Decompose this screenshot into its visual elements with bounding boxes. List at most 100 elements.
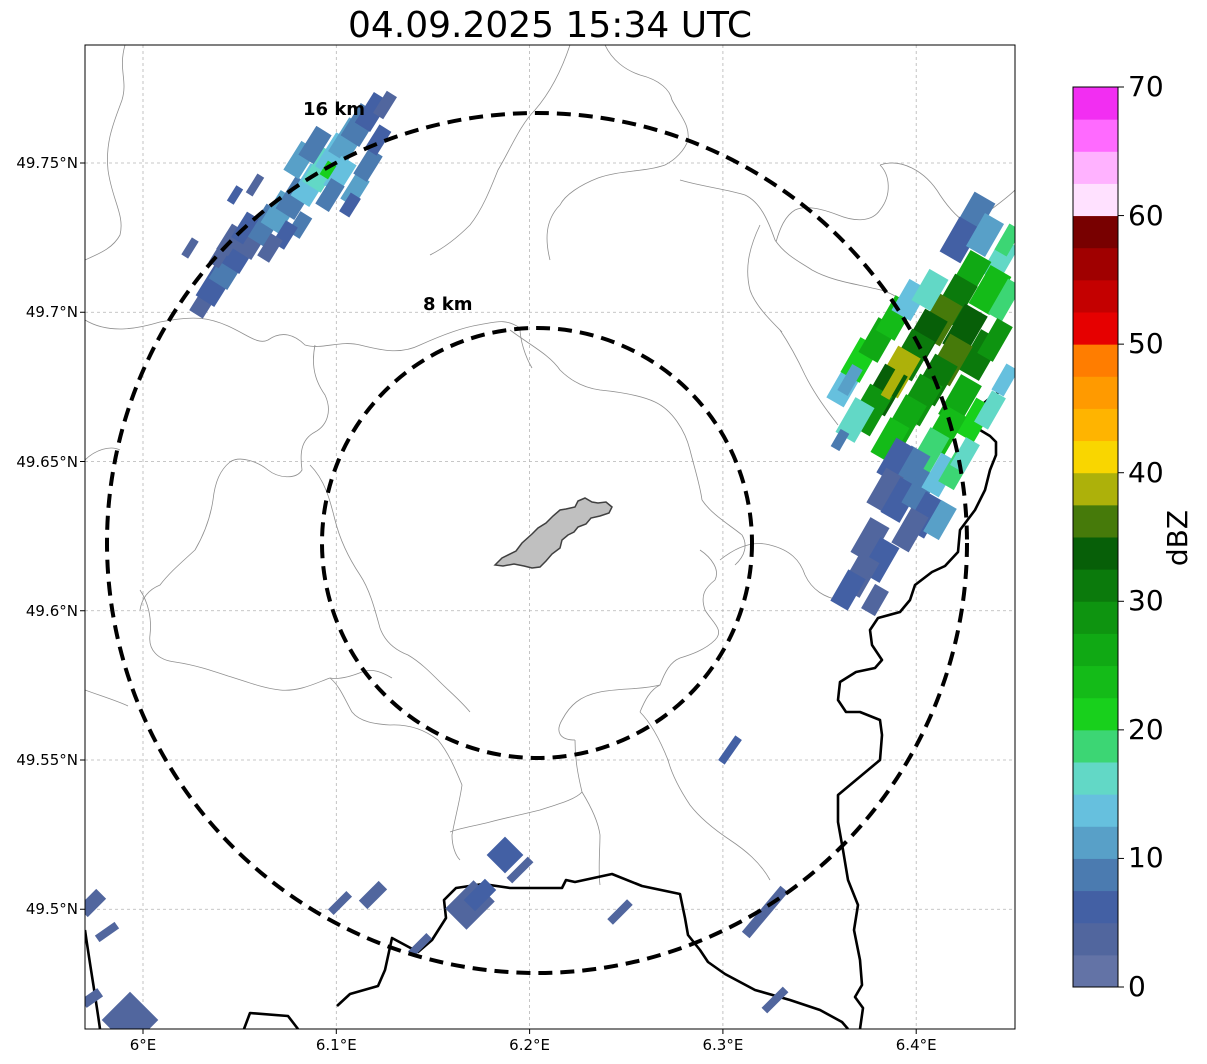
radar-echo-cell xyxy=(939,216,981,264)
colorbar-segment xyxy=(1073,279,1118,313)
colorbar-label: dBZ xyxy=(1161,509,1194,567)
national-borders xyxy=(85,369,1015,1029)
lat-tick-label: 49.55°N xyxy=(16,751,78,769)
radar-echo-cell xyxy=(358,880,388,910)
colorbar-segment xyxy=(1073,504,1118,538)
radar-echo-cell xyxy=(85,888,107,918)
colorbar-tick-label: 30 xyxy=(1128,584,1164,618)
range-ring-label-8km: 8 km xyxy=(423,294,473,315)
colorbar-segment xyxy=(1073,729,1118,763)
map-layers xyxy=(85,45,1015,1029)
radar-echo-cell xyxy=(353,148,383,182)
colorbar-segment xyxy=(1073,376,1118,409)
radar-echo-cell xyxy=(298,125,332,165)
radar-echo-cell xyxy=(181,237,199,259)
colorbar-tick-label: 20 xyxy=(1128,712,1164,746)
colorbar-segment xyxy=(1073,697,1118,731)
colorbar-tick-label: 70 xyxy=(1128,70,1164,103)
radar-echo-cell xyxy=(245,173,265,197)
colorbar-segment xyxy=(1073,344,1118,377)
colorbar-segment xyxy=(1073,569,1118,602)
colorbar-tick-label: 40 xyxy=(1128,455,1164,489)
colorbar-segment xyxy=(1073,472,1118,506)
colorbar-segment xyxy=(1073,922,1118,956)
range-ring-label-16km: 16 km xyxy=(303,99,365,120)
radar-echo-cell xyxy=(891,507,929,553)
radar-echoes xyxy=(85,90,1015,1029)
lon-tick-label: 6°E xyxy=(129,1036,157,1054)
radar-echo-cell xyxy=(85,988,104,1008)
admin-boundaries xyxy=(85,45,1015,886)
radar-echo-cell xyxy=(968,264,1012,316)
lon-tick-label: 6.4°E xyxy=(895,1036,937,1054)
radar-echo-cell xyxy=(373,90,397,120)
radar-echo-cell xyxy=(923,499,957,541)
colorbar-segment xyxy=(1073,408,1118,442)
colorbar-segment xyxy=(1073,633,1118,667)
radar-echo-cell xyxy=(870,417,910,463)
colorbar-segment xyxy=(1073,247,1118,281)
radar-echo-cell xyxy=(486,836,524,874)
radar-echo-cell xyxy=(741,885,789,939)
radar-echo-cell xyxy=(506,856,534,884)
colorbar-tick-label: 60 xyxy=(1128,198,1164,232)
colorbar-segment xyxy=(1073,215,1118,249)
radar-echo-cell xyxy=(718,735,742,765)
colorbar-segment xyxy=(1073,858,1118,892)
radar-echo-cell xyxy=(257,233,283,263)
range-ring-8km xyxy=(320,326,754,760)
colorbar-tick-label: 0 xyxy=(1128,970,1146,1003)
colorbar-segment xyxy=(1073,601,1118,634)
map-title: 04.09.2025 15:34 UTC xyxy=(347,5,753,46)
colorbar-segment xyxy=(1073,954,1118,988)
radar-echo-cell xyxy=(965,213,1005,257)
range-ring-16km xyxy=(105,111,969,975)
colorbar-segment xyxy=(1073,826,1118,859)
radar-echo-cell xyxy=(835,397,875,443)
lon-tick-label: 6.2°E xyxy=(509,1036,551,1054)
radar-echo-cell xyxy=(339,192,361,218)
colorbar-segment xyxy=(1073,87,1118,120)
radar-echo-cell xyxy=(830,428,850,452)
colorbar-segment xyxy=(1073,762,1118,795)
lat-tick-label: 49.75°N xyxy=(16,154,78,172)
axis-ticks xyxy=(80,162,917,1034)
radar-echo-cell xyxy=(861,583,889,617)
colorbar-segment xyxy=(1073,794,1118,827)
radar-echo-cell xyxy=(880,360,910,400)
lat-tick-label: 49.7°N xyxy=(25,303,78,322)
colorbar-frame xyxy=(1072,86,1119,988)
radar-echo-cell xyxy=(991,363,1015,397)
radar-echo-cell xyxy=(327,890,353,916)
radar-echo-cell xyxy=(974,390,1006,430)
radar-echo-cell xyxy=(94,921,120,943)
colorbar-segment xyxy=(1073,183,1118,217)
radar-echo-cell xyxy=(988,278,1015,322)
radar-echo-cell xyxy=(911,268,949,312)
radar-echo-cell xyxy=(463,878,497,912)
lat-tick-label: 49.65°N xyxy=(16,452,78,471)
radar-echo-cell xyxy=(977,318,1013,362)
city-polygon xyxy=(493,497,613,569)
lon-tick-label: 6.3°E xyxy=(702,1036,744,1054)
radar-echo-cell xyxy=(866,467,904,513)
lat-tick-label: 49.6°N xyxy=(25,601,78,620)
radar-echo-cell xyxy=(837,364,863,396)
radar-echo-cell xyxy=(315,178,345,212)
lat-tick-label: 49.5°N xyxy=(25,900,78,919)
radar-echo-cell xyxy=(407,932,433,958)
colorbar-segment xyxy=(1073,890,1118,924)
radar-echo-cell xyxy=(607,899,633,925)
colorbar-segment xyxy=(1073,440,1118,474)
radar-echo-cell xyxy=(761,986,789,1014)
colorbar xyxy=(1072,86,1124,988)
colorbar-segment xyxy=(1073,312,1118,345)
radar-echo-cell xyxy=(850,517,890,563)
colorbar-segment xyxy=(1073,151,1118,184)
colorbar-segment xyxy=(1073,119,1118,152)
lon-tick-label: 6.1°E xyxy=(315,1036,357,1054)
radar-echo-cell xyxy=(830,569,866,611)
radar-echo-cell xyxy=(226,185,244,205)
plot-frame xyxy=(84,44,1016,1030)
